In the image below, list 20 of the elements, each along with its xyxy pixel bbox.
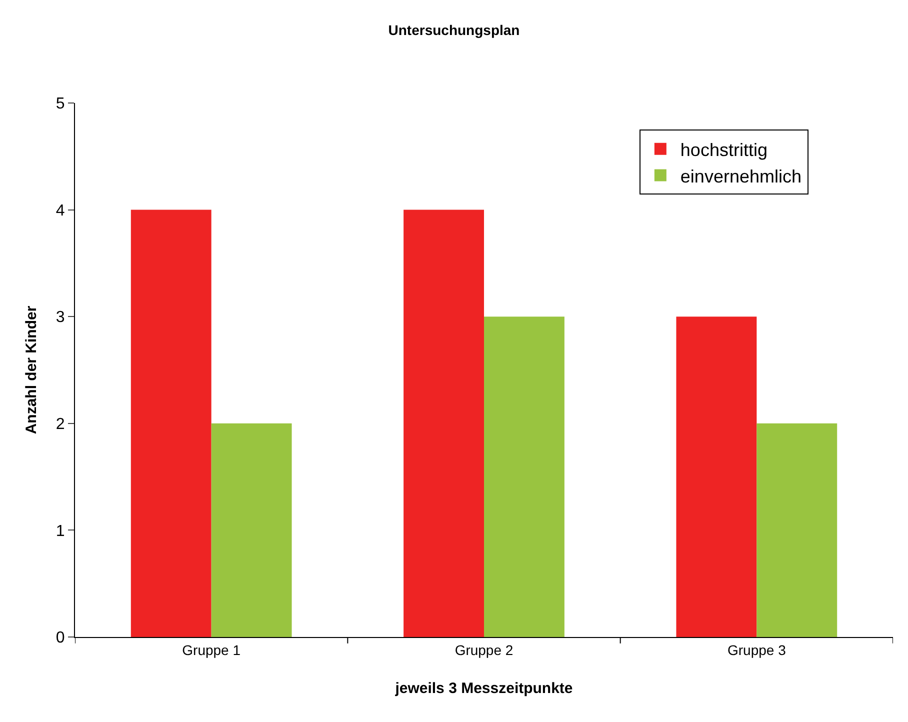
y-tick-label: 5 bbox=[56, 96, 65, 113]
y-tick-label: 3 bbox=[56, 309, 65, 326]
legend-label: einvernehmlich bbox=[680, 166, 802, 186]
bar bbox=[404, 210, 484, 637]
y-axis-title: Anzahl der Kinder bbox=[23, 306, 40, 434]
bar bbox=[484, 316, 564, 637]
y-tick-label: 1 bbox=[56, 522, 65, 540]
x-tick-label: Gruppe 3 bbox=[727, 642, 786, 658]
x-tick-label: Gruppe 2 bbox=[454, 642, 514, 658]
bar bbox=[211, 423, 292, 637]
x-tick-label: Gruppe 1 bbox=[182, 642, 241, 658]
bar bbox=[130, 210, 212, 637]
y-tick-label: 0 bbox=[56, 630, 65, 647]
bar bbox=[756, 423, 838, 637]
y-tick-label: 2 bbox=[56, 416, 65, 433]
x-axis-title: jeweils 3 Messzeitpunkte bbox=[394, 680, 573, 697]
y-tick-label: 4 bbox=[56, 202, 65, 220]
bar bbox=[676, 316, 757, 637]
legend-label: hochstrittig bbox=[680, 140, 768, 160]
chart-title: Untersuchungsplan bbox=[388, 22, 520, 38]
